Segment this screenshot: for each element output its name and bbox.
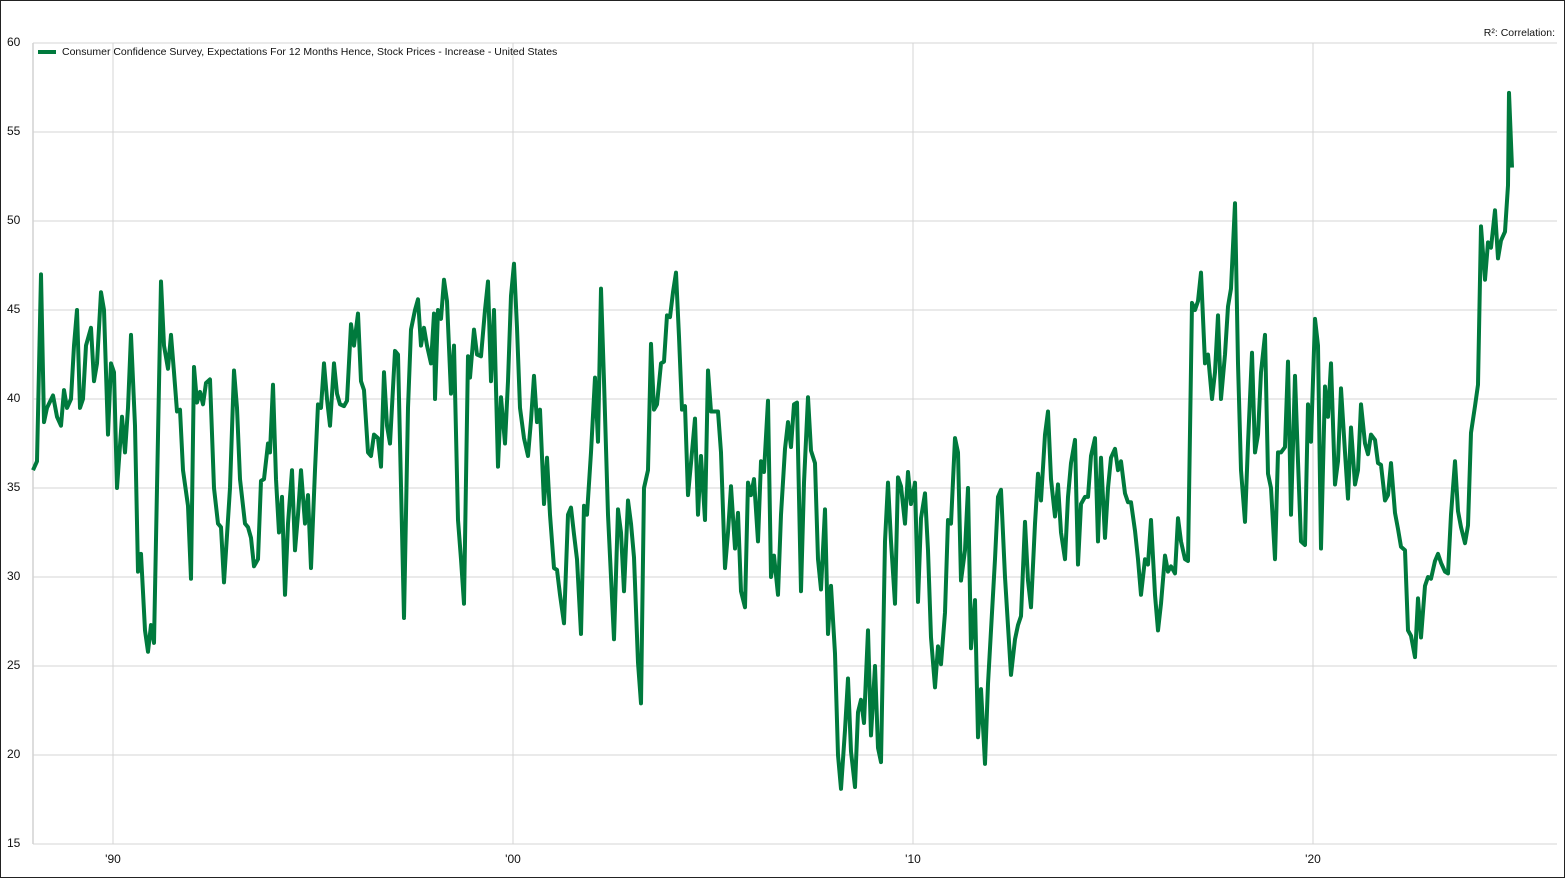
x-tick-label: '10 [905,852,921,866]
series-line [31,90,1514,791]
y-tick-label: 35 [7,480,21,494]
y-tick-label: 30 [7,569,21,583]
y-tick-label: 45 [7,302,21,316]
y-tick-label: 25 [7,658,21,672]
x-tick-label: '20 [1305,852,1321,866]
legend-label: Consumer Confidence Survey, Expectations… [62,46,557,58]
x-tick-label: '90 [105,852,121,866]
y-tick-label: 15 [7,836,21,850]
grid [32,42,1557,845]
annotation: R²: Correlation: [1484,27,1555,39]
y-tick-label: 55 [7,124,21,138]
y-tick-label: 60 [7,35,21,49]
x-tick-label: '00 [505,852,521,866]
y-tick-label: 40 [7,391,21,405]
y-tick-label: 20 [7,747,21,761]
y-tick-label: 50 [7,213,21,227]
